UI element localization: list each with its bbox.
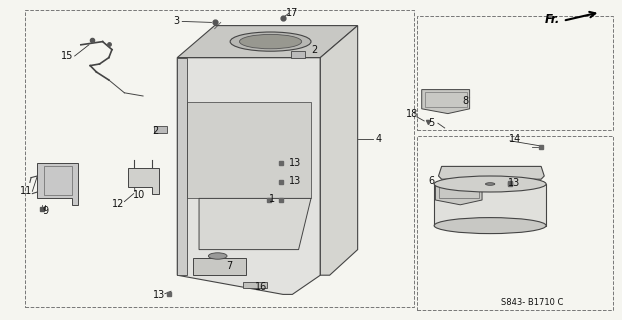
- Text: 10: 10: [133, 190, 146, 200]
- Text: 18: 18: [406, 108, 418, 119]
- Text: 13: 13: [289, 176, 302, 186]
- Text: 2: 2: [152, 125, 159, 136]
- Ellipse shape: [434, 176, 546, 192]
- Polygon shape: [187, 102, 311, 198]
- Polygon shape: [177, 26, 358, 58]
- Polygon shape: [177, 58, 187, 275]
- Polygon shape: [154, 126, 167, 133]
- Ellipse shape: [208, 253, 227, 259]
- Polygon shape: [320, 26, 358, 275]
- Text: 8: 8: [462, 96, 468, 107]
- Text: 1: 1: [269, 194, 276, 204]
- Polygon shape: [243, 282, 267, 288]
- Text: 4: 4: [375, 134, 381, 144]
- Text: 9: 9: [42, 206, 49, 216]
- Ellipse shape: [239, 35, 302, 49]
- Polygon shape: [199, 198, 311, 250]
- Text: 16: 16: [255, 282, 267, 292]
- Polygon shape: [291, 51, 305, 58]
- Polygon shape: [128, 168, 159, 194]
- Bar: [417, 16, 613, 130]
- Text: 13: 13: [289, 158, 302, 168]
- Polygon shape: [177, 58, 320, 294]
- Bar: [417, 136, 613, 310]
- Polygon shape: [37, 163, 78, 205]
- Text: 3: 3: [173, 16, 179, 26]
- Text: 14: 14: [509, 133, 521, 144]
- Text: 12: 12: [112, 199, 124, 209]
- Text: 11: 11: [20, 186, 32, 196]
- Polygon shape: [422, 90, 470, 114]
- Ellipse shape: [230, 32, 311, 51]
- Polygon shape: [434, 184, 546, 226]
- Text: 6: 6: [428, 176, 434, 186]
- Text: 15: 15: [61, 51, 73, 61]
- Polygon shape: [439, 166, 544, 179]
- Text: 13: 13: [508, 178, 521, 188]
- Ellipse shape: [434, 218, 546, 234]
- Text: 2: 2: [311, 44, 317, 55]
- Polygon shape: [193, 258, 246, 275]
- Ellipse shape: [485, 183, 495, 185]
- Text: 13: 13: [152, 290, 165, 300]
- Bar: [25, 10, 414, 307]
- Text: S843- B1710 C: S843- B1710 C: [501, 298, 563, 307]
- Text: 5: 5: [428, 118, 434, 128]
- Polygon shape: [435, 182, 482, 205]
- Text: 7: 7: [226, 261, 232, 271]
- Text: 17: 17: [286, 8, 299, 18]
- Text: Fr.: Fr.: [544, 13, 560, 26]
